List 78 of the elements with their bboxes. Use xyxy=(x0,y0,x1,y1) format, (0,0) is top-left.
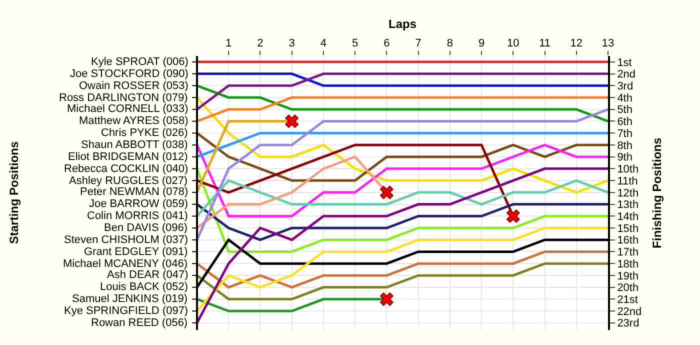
category-label: Kye SPRINGFIELD (097) xyxy=(64,305,188,317)
category-label: Owain ROSSER (053) xyxy=(79,80,188,92)
category-label: Ashley RUGGLES (027) xyxy=(69,175,188,187)
category-label: Peter NEWMAN (078) xyxy=(80,186,188,198)
category-label: Colin MORRIS (041) xyxy=(87,210,188,222)
x-tick-label: 10 xyxy=(507,38,520,50)
category-label: Chris PYKE (026) xyxy=(101,127,188,139)
line-series xyxy=(197,96,608,194)
y2-tick-label: 15th xyxy=(617,222,639,235)
category-label: Matthew AYRES (058) xyxy=(79,115,188,127)
y2-tick-label: 5th xyxy=(617,104,632,116)
category-label: Michael CORNELL (033) xyxy=(67,103,188,115)
line-series xyxy=(197,132,608,182)
y2-tick-label: 19th xyxy=(617,270,639,282)
line-series xyxy=(197,250,608,289)
y2-tick-label: 13th xyxy=(617,199,639,212)
x-tick-label: 7 xyxy=(415,38,422,50)
category-label: Grant EDGLEY (091) xyxy=(84,246,188,258)
category-label: Louis BACK (052) xyxy=(100,281,188,293)
x-tick-label: 4 xyxy=(320,38,327,50)
y2-tick-label: 20th xyxy=(617,282,639,294)
line-series xyxy=(197,167,608,324)
y2-tick-label: 14th xyxy=(617,210,639,223)
line-series xyxy=(197,108,608,242)
y2-tick-label: 1st xyxy=(617,56,632,69)
category-label: Ash DEAR (047) xyxy=(107,269,188,281)
x-tick-label: 6 xyxy=(384,38,390,50)
y2-tick-label: 3rd xyxy=(617,80,634,92)
point xyxy=(380,292,394,306)
y2-tick-label: 23rd xyxy=(617,318,640,330)
line-series xyxy=(197,203,608,242)
x-tick-label: 1 xyxy=(226,38,232,50)
category-label: Ben DAVIS (096) xyxy=(104,222,188,234)
y2-tick-label: 17th xyxy=(617,246,639,259)
y2-tick-label: 6th xyxy=(617,116,632,128)
category-label: Steven CHISHOLM (037) xyxy=(64,234,188,246)
category-label: Shaun ABBOTT (038) xyxy=(81,139,188,151)
category-label: Samuel JENKINS (019) xyxy=(72,293,188,305)
x-tick-label: 8 xyxy=(446,38,453,50)
text: Starting Positions xyxy=(7,141,21,244)
y2-tick-label: 10th xyxy=(617,164,639,176)
category-label: Eliot BRIDGEMAN (012) xyxy=(68,151,188,163)
point xyxy=(285,114,299,128)
x-tick-label: 12 xyxy=(570,38,583,50)
category-label: Ross DARLINGTON (079) xyxy=(59,92,188,104)
y2-tick-label: 9th xyxy=(617,152,632,164)
x-tick-label: 3 xyxy=(288,38,295,50)
point xyxy=(380,186,394,200)
y2-axis-title: Finishing Positions xyxy=(650,137,664,248)
y2-tick-label: 21st xyxy=(617,294,638,306)
category-label: Joe STOCKFORD (090) xyxy=(70,68,188,80)
category-label: Rowan REED (056) xyxy=(91,317,188,329)
x-tick-label: 2 xyxy=(257,38,264,50)
x-tick-label: 13 xyxy=(602,38,614,50)
y2-tick-label: 16th xyxy=(617,234,639,247)
line-series xyxy=(197,144,608,218)
y2-tick-label: 12th xyxy=(617,187,639,200)
line-series xyxy=(197,84,608,122)
category-label: Kyle SPROAT (006) xyxy=(91,56,188,68)
x-axis-title: Laps xyxy=(388,16,417,31)
category-label: Rebecca COCKLIN (040) xyxy=(64,163,188,175)
y2-tick-label: 22nd xyxy=(617,306,642,318)
y2-tick-label: 8th xyxy=(617,140,632,152)
point xyxy=(506,209,520,223)
y2-tick-label: 18th xyxy=(617,258,639,270)
y2-tick-label: 7th xyxy=(617,128,632,140)
line-series xyxy=(197,226,608,312)
line-series xyxy=(197,167,608,253)
category-label: Michael MCANENY (046) xyxy=(63,258,188,270)
line-series xyxy=(197,179,608,218)
y2-tick-label: 4th xyxy=(617,92,632,104)
x-tick-label: 11 xyxy=(539,38,550,50)
x-tick-label: 5 xyxy=(352,38,358,50)
category-label: Joe BARROW (059) xyxy=(89,198,188,210)
y2-tick-label: 2nd xyxy=(617,68,636,81)
x-tick-label: 9 xyxy=(478,38,485,50)
line-series xyxy=(197,262,608,300)
y2-tick-label: 11th xyxy=(617,175,638,188)
